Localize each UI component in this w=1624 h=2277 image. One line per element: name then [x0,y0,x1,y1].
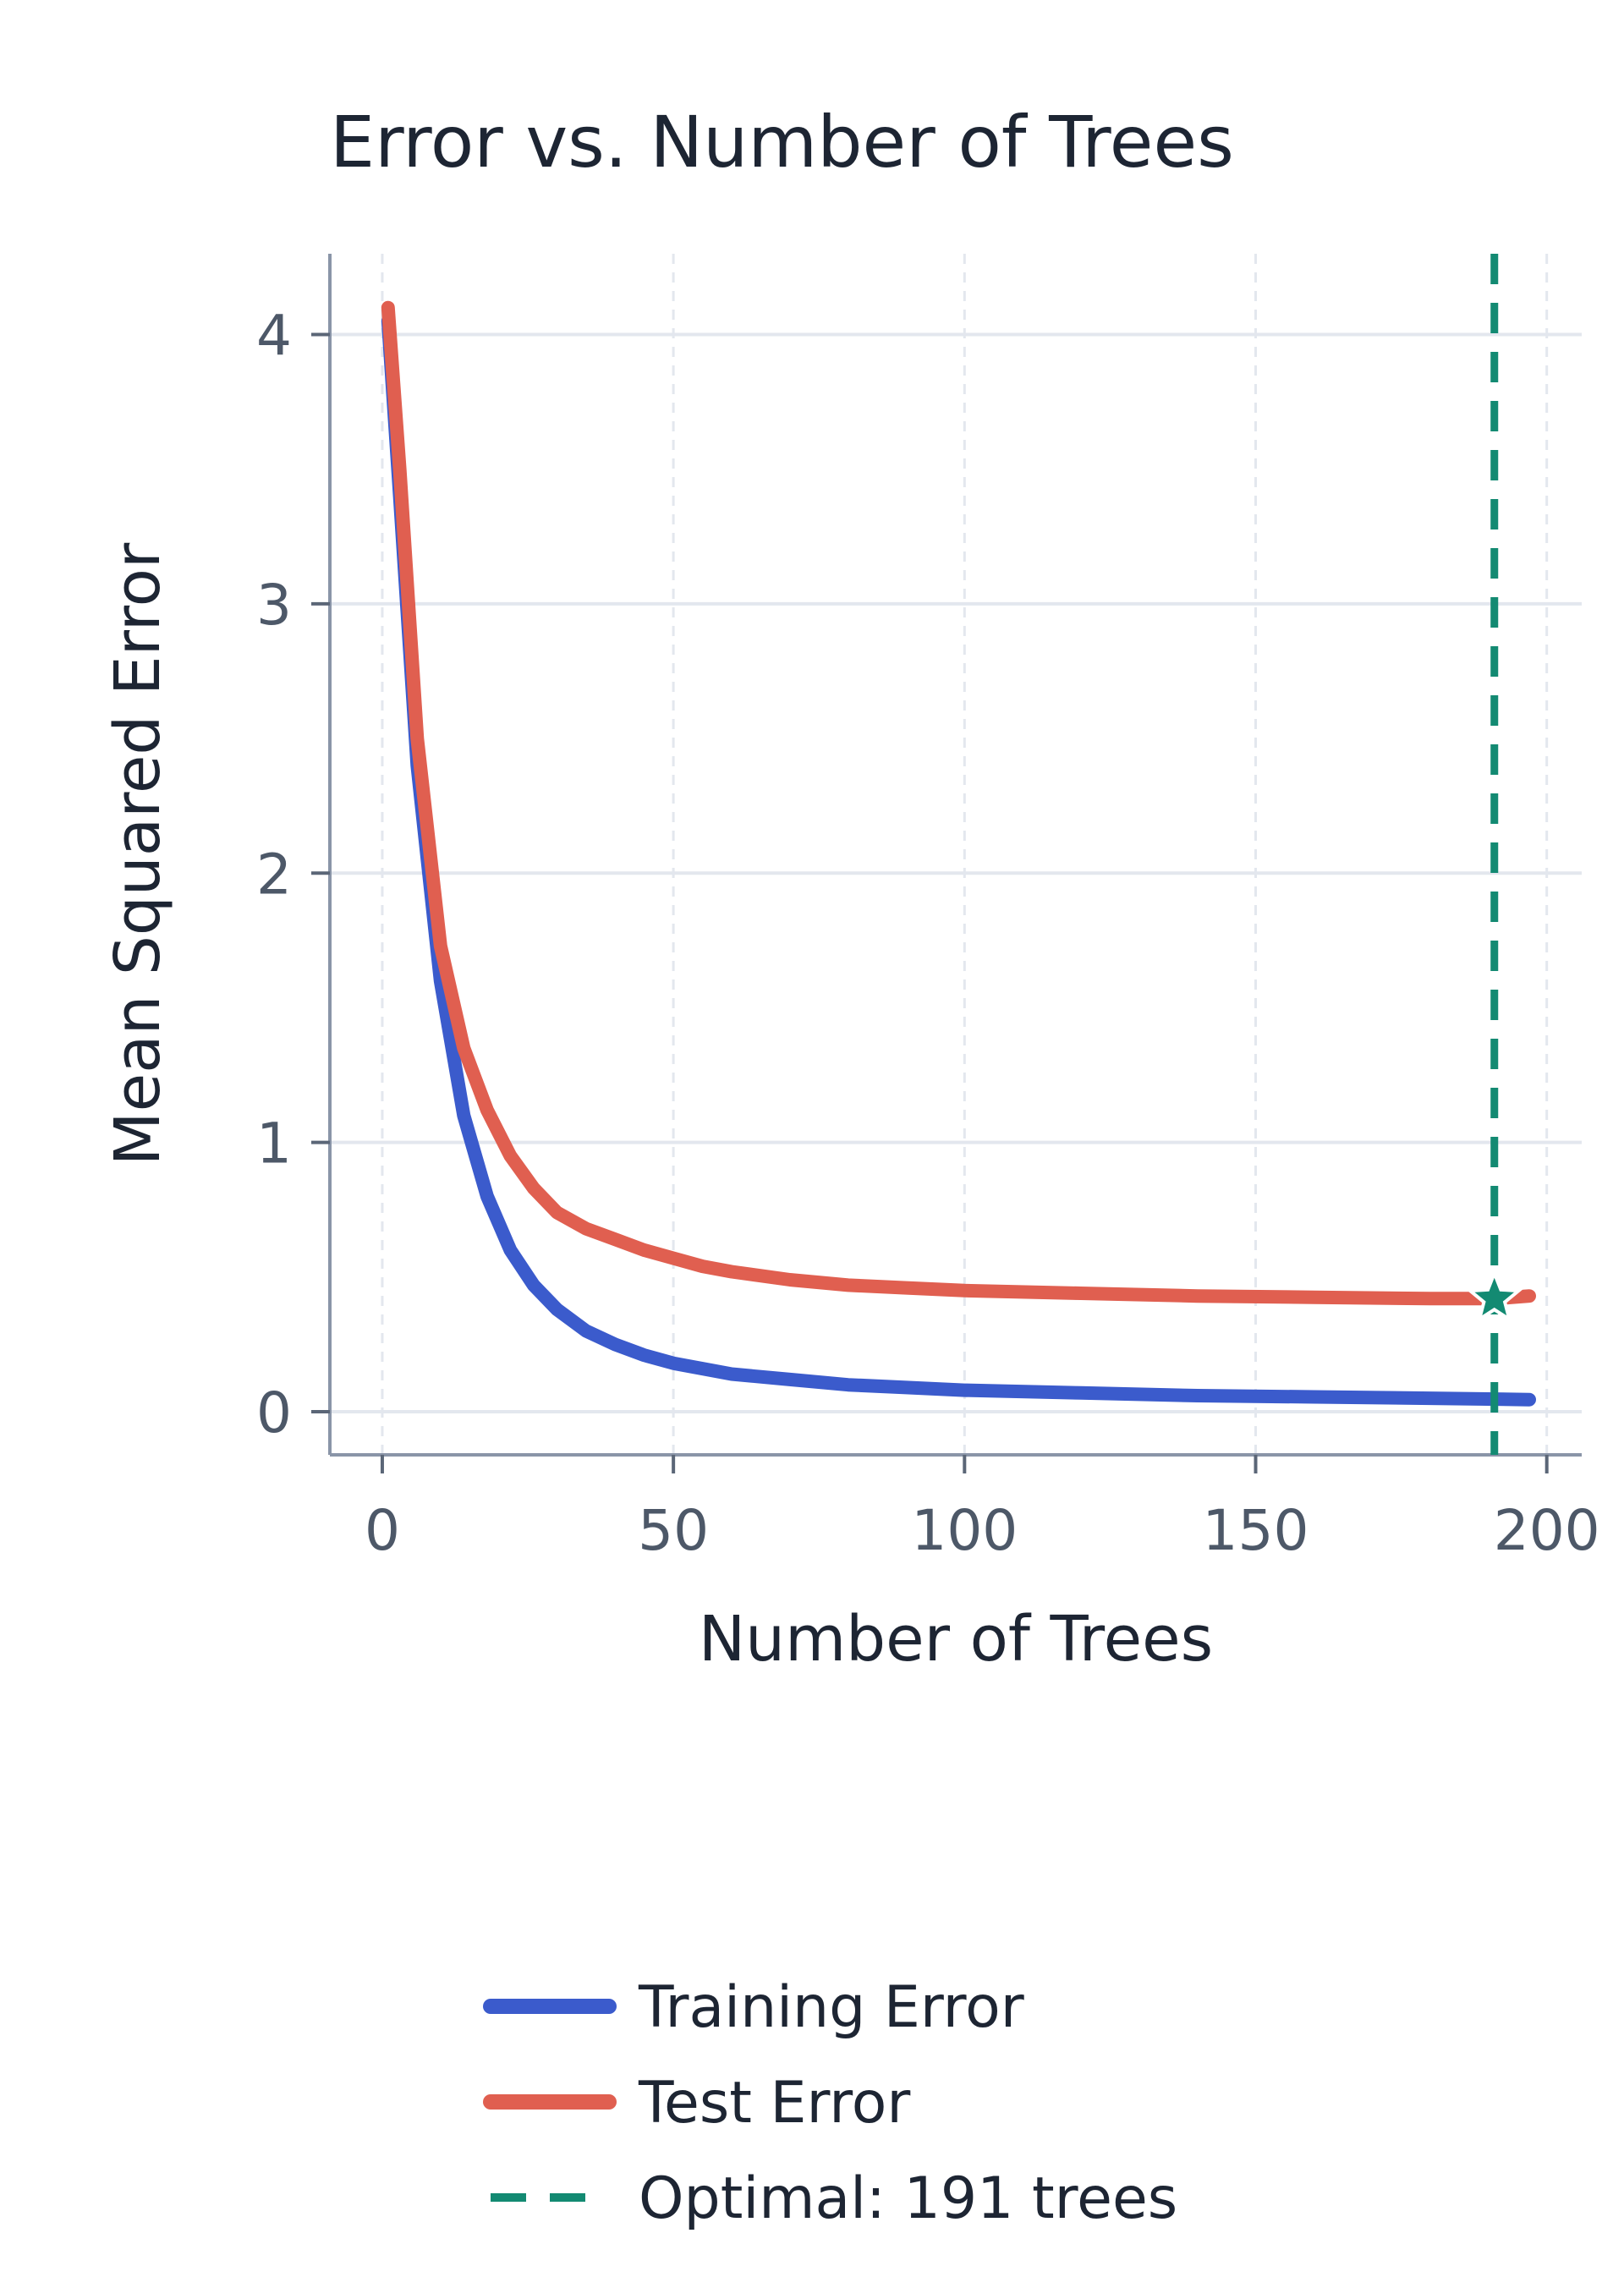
optimal-star-marker [1466,1268,1523,1324]
axes [311,254,1582,1473]
y-tick-label: 2 [256,842,292,907]
legend-label-1: Test Error [638,2070,910,2137]
series-line-test-error [381,300,1536,1306]
x-tick-label: 150 [1203,1498,1309,1563]
chart-title: Error vs. Number of Trees [330,101,1234,184]
legend-label-2: Optimal: 191 trees [639,2165,1177,2232]
y-tick-label: 4 [256,304,292,369]
legend: Training Error Test Error Optimal: 191 tre… [483,1974,1177,2232]
x-tick-label: 100 [911,1498,1018,1563]
series-lines [381,300,1536,1407]
series-line-training-error [381,314,1536,1407]
y-tick-label: 1 [256,1111,292,1177]
tick-labels: 0 1 2 3 4 0 50 100 150 200 [256,304,1600,1563]
y-tick-label: 0 [256,1380,292,1446]
x-tick-label: 0 [365,1498,400,1563]
optimal-markers [1466,254,1523,1455]
x-tick-label: 200 [1494,1498,1600,1563]
y-tick-label: 3 [256,573,292,638]
grid [330,254,1582,1455]
x-axis-label: Number of Trees [699,1603,1213,1676]
legend-label-0: Training Error [638,1974,1024,2041]
x-tick-label: 50 [638,1498,709,1563]
y-axis-label: Mean Squared Error [102,542,174,1166]
